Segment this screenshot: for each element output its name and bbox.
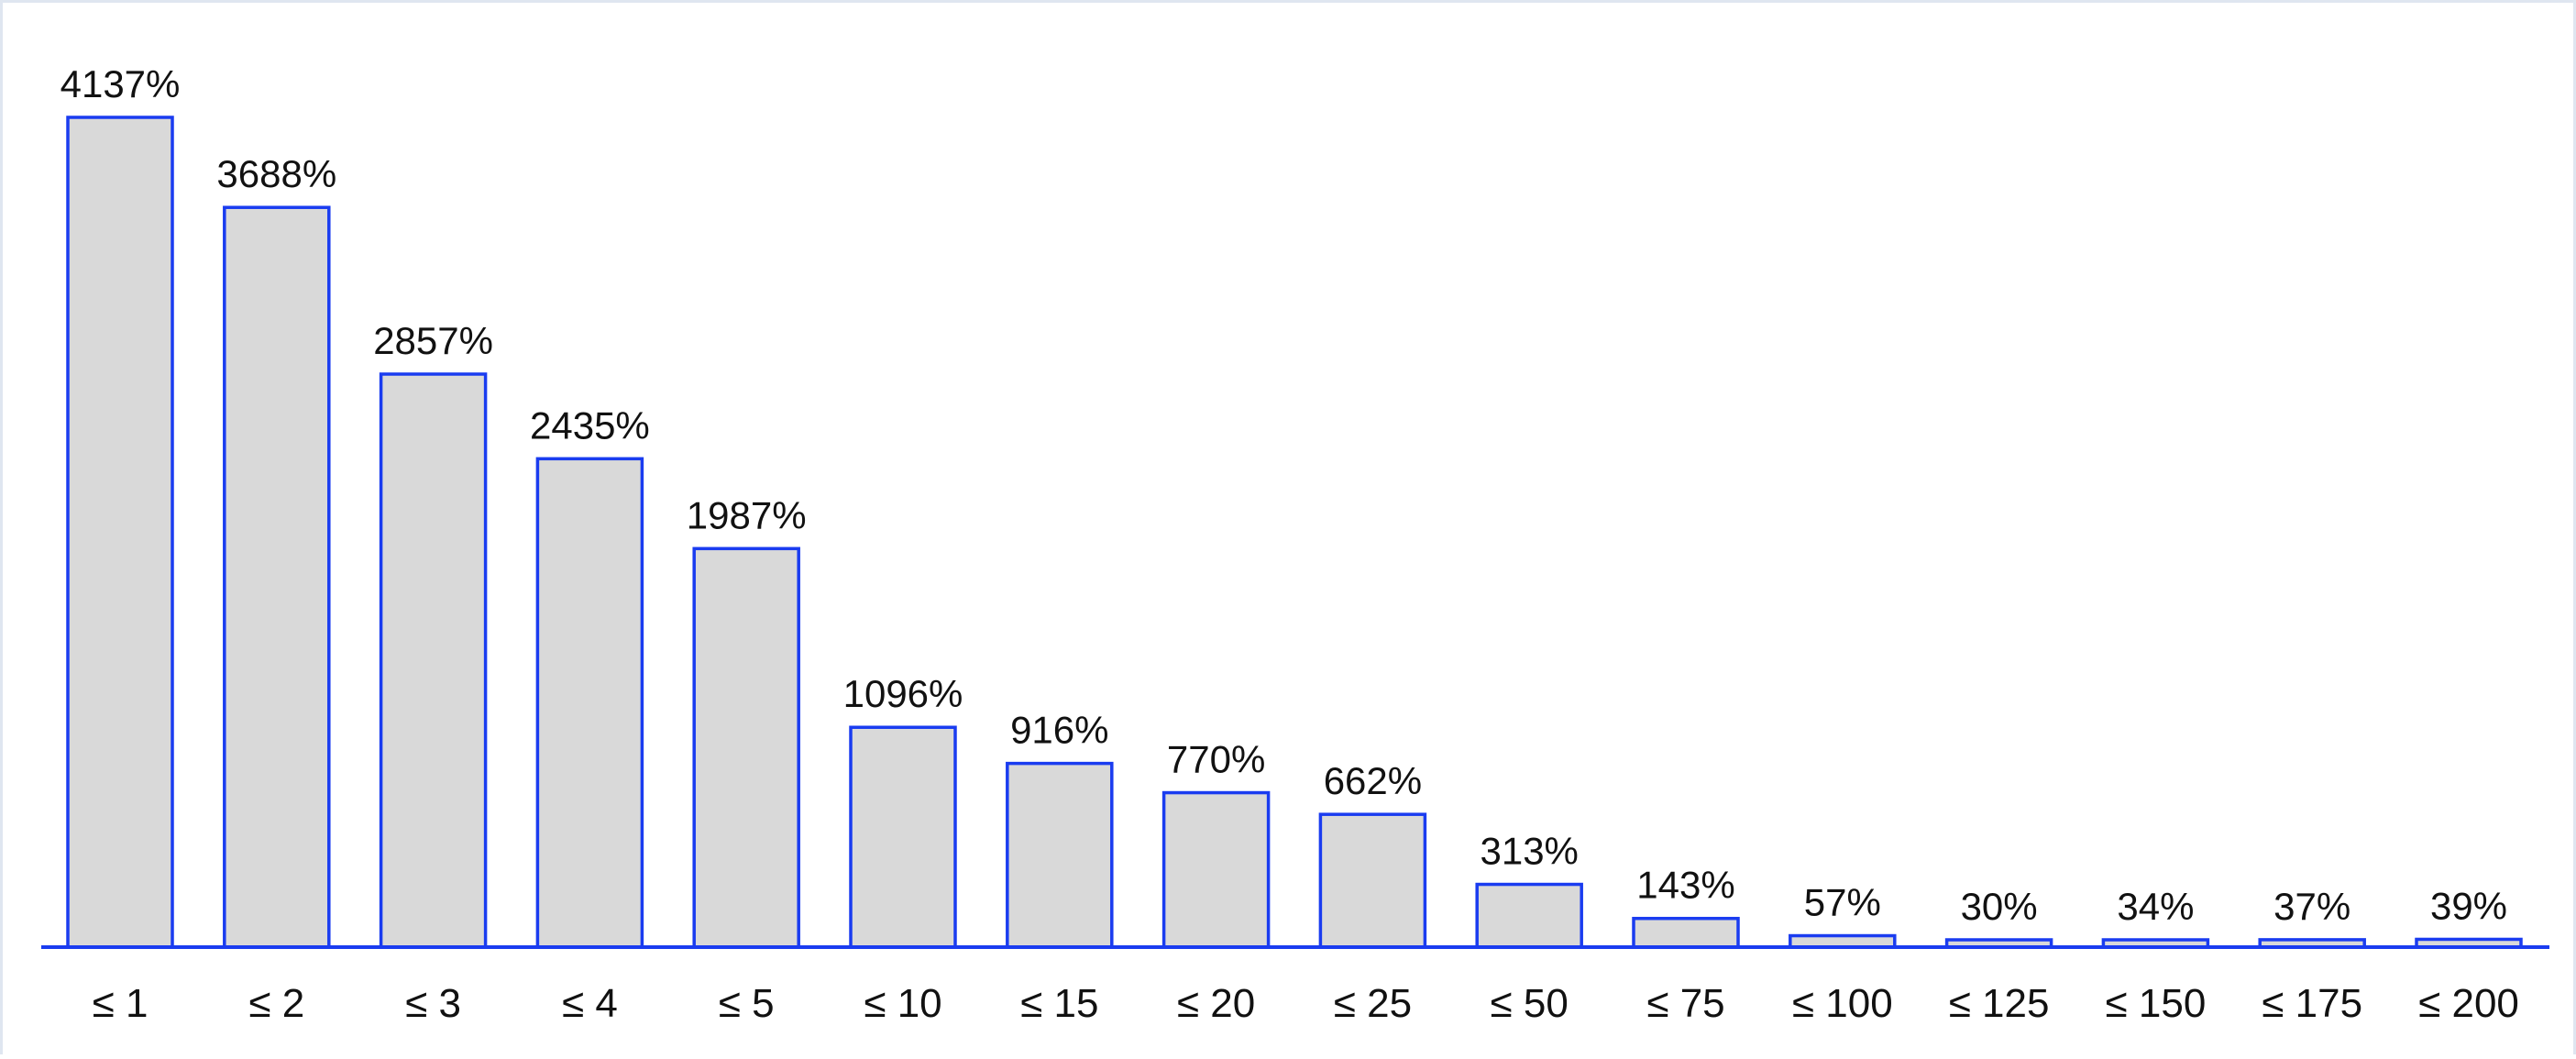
bar bbox=[379, 372, 488, 949]
bar-value-label: 3688% bbox=[216, 152, 336, 195]
x-tick-label: ≤ 200 bbox=[2418, 981, 2519, 1026]
bar-value-label: 143% bbox=[1636, 864, 1734, 907]
x-tick-label: ≤ 4 bbox=[562, 981, 618, 1026]
bar-value-label: 57% bbox=[1804, 881, 1881, 924]
bar bbox=[1161, 790, 1271, 949]
bar-value-label: 34% bbox=[2117, 885, 2194, 928]
bar-value-label: 662% bbox=[1324, 759, 1422, 802]
bar bbox=[66, 116, 174, 949]
bar bbox=[1006, 761, 1114, 949]
x-tick-label: ≤ 25 bbox=[1334, 981, 1412, 1026]
x-tick-label: ≤ 3 bbox=[405, 981, 461, 1026]
bar-value-label: 37% bbox=[2273, 885, 2350, 928]
bar bbox=[1318, 812, 1427, 949]
bars-layer bbox=[66, 116, 2523, 949]
x-tick-label: ≤ 150 bbox=[2106, 981, 2207, 1026]
bar-value-label: 2857% bbox=[373, 319, 493, 362]
x-tick-label: ≤ 1 bbox=[93, 981, 149, 1026]
x-tick-label: ≤ 100 bbox=[1792, 981, 1893, 1026]
bar-value-label: 1096% bbox=[843, 672, 963, 715]
bar bbox=[1632, 916, 1740, 949]
value-labels-layer: 4137% 3688% 2857% 2435% 1987% 1096% 916% 770% 66… bbox=[61, 62, 2507, 928]
x-tick-label: ≤ 2 bbox=[248, 981, 304, 1026]
bar-value-label: 770% bbox=[1167, 738, 1265, 781]
bar bbox=[849, 725, 957, 949]
bar bbox=[1475, 882, 1583, 949]
tick-labels-layer: ≤ 1 ≤ 2 ≤ 3 ≤ 4 ≤ 5 ≤ 10 ≤ 15 ≤ 20 ≤ 25 ≤ 50 ≤ 75 ≤… bbox=[93, 981, 2519, 1026]
bar-value-label: 1987% bbox=[687, 493, 807, 536]
x-tick-label: ≤ 5 bbox=[719, 981, 775, 1026]
bar-value-label: 30% bbox=[1961, 885, 2038, 928]
bar bbox=[223, 205, 331, 949]
x-tick-label: ≤ 15 bbox=[1020, 981, 1098, 1026]
bar bbox=[692, 546, 800, 949]
x-tick-label: ≤ 20 bbox=[1177, 981, 1255, 1026]
x-tick-label: ≤ 125 bbox=[1949, 981, 2050, 1026]
bar-chart: 4137% 3688% 2857% 2435% 1987% 1096% 916% 770% 66… bbox=[41, 62, 2549, 1026]
x-tick-label: ≤ 50 bbox=[1491, 981, 1569, 1026]
x-tick-label: ≤ 175 bbox=[2262, 981, 2362, 1026]
x-tick-label: ≤ 75 bbox=[1646, 981, 1724, 1026]
bar-value-label: 39% bbox=[2430, 884, 2507, 927]
bar-value-label: 313% bbox=[1480, 830, 1578, 873]
bar bbox=[535, 457, 644, 949]
bar-value-label: 916% bbox=[1010, 709, 1108, 752]
bar-value-label: 4137% bbox=[61, 62, 181, 105]
bar-value-label: 2435% bbox=[530, 403, 650, 447]
x-tick-label: ≤ 10 bbox=[864, 981, 941, 1026]
